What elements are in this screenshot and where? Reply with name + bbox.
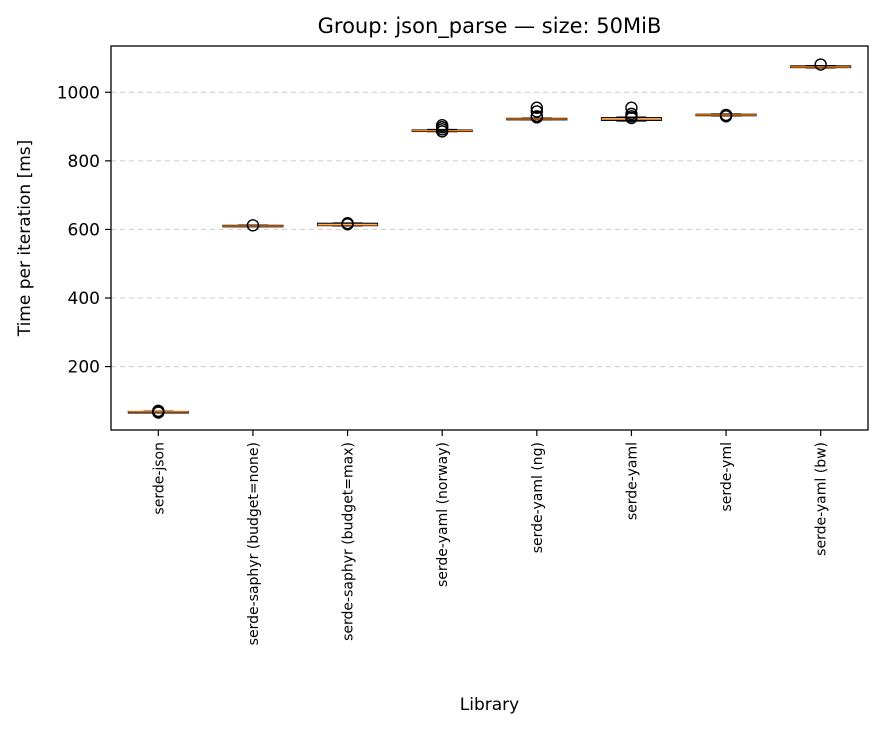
x-axis: serde-json serde-saphyr (budget=none) serd… xyxy=(151,430,830,645)
plot-frame xyxy=(110,45,869,431)
chart-title: Group: json_parse — size: 50MiB xyxy=(318,14,662,39)
x-tick-label: serde-yml xyxy=(719,442,735,512)
outlier-point xyxy=(152,404,165,417)
box-group xyxy=(790,58,852,71)
y-tick-label: 600 xyxy=(68,220,100,240)
y-tick-label: 1000 xyxy=(57,83,100,103)
y-tick-label: 400 xyxy=(68,289,100,309)
gridlines xyxy=(111,91,868,368)
outlier-point xyxy=(530,105,544,118)
box-group xyxy=(411,118,473,138)
outlier-point xyxy=(625,107,638,121)
outlier-point xyxy=(814,58,827,71)
x-tick-label: serde-saphyr (budget=max) xyxy=(341,442,357,641)
x-tick-label: serde-yaml (norway) xyxy=(435,442,451,587)
y-tick-label: 800 xyxy=(68,152,100,172)
outlier-point xyxy=(435,118,449,132)
box-group xyxy=(222,219,284,232)
outlier-point xyxy=(530,110,544,123)
outlier-point xyxy=(341,217,354,230)
x-axis-label: Library xyxy=(460,695,519,715)
box-group xyxy=(600,101,662,125)
x-tick-label: serde-saphyr (budget=none) xyxy=(246,442,262,645)
x-tick-label: serde-yaml (ng) xyxy=(530,442,546,553)
box-group xyxy=(506,101,568,124)
outlier-point xyxy=(625,101,638,114)
outlier-point xyxy=(719,108,733,122)
box-group xyxy=(695,108,757,123)
box-group xyxy=(127,404,189,419)
y-tick-label: 200 xyxy=(68,358,100,378)
y-axis: 200 400 600 800 1000 xyxy=(57,83,111,378)
x-tick-label: serde-yaml (bw) xyxy=(814,442,830,556)
boxes xyxy=(127,58,852,419)
outlier-point xyxy=(246,219,260,232)
x-tick-label: serde-json xyxy=(151,442,167,515)
outlier-point xyxy=(530,101,544,114)
y-axis-label: Time per iteration [ms] xyxy=(15,140,35,338)
x-tick-label: serde-yaml xyxy=(624,442,640,520)
box-group xyxy=(317,217,379,231)
